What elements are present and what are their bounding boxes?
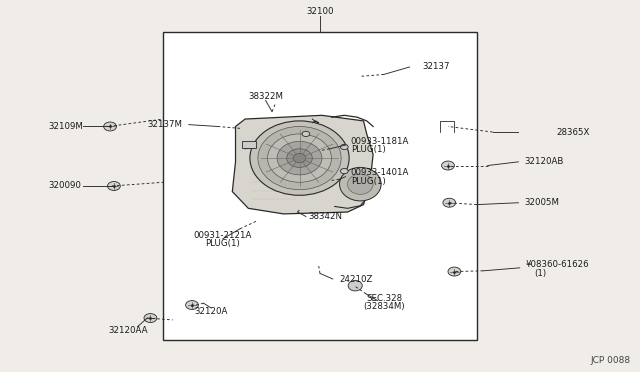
Text: PLUG(1): PLUG(1)	[351, 145, 385, 154]
Text: 32120AA: 32120AA	[108, 326, 148, 335]
Ellipse shape	[302, 131, 310, 137]
Ellipse shape	[250, 121, 349, 195]
Text: 00933-1401A: 00933-1401A	[351, 169, 409, 177]
Bar	[242, 141, 256, 148]
Text: 38322M: 38322M	[248, 92, 283, 101]
Text: 32005M: 32005M	[525, 198, 560, 207]
Ellipse shape	[340, 144, 348, 150]
Text: 320090: 320090	[48, 182, 81, 190]
Ellipse shape	[348, 280, 362, 291]
Text: JCP 0088: JCP 0088	[590, 356, 630, 365]
Text: PLUG(1): PLUG(1)	[205, 239, 240, 248]
Ellipse shape	[268, 134, 332, 182]
Bar	[163, 32, 477, 340]
Ellipse shape	[108, 182, 120, 190]
Text: 32100: 32100	[307, 7, 333, 16]
Text: 32109M: 32109M	[48, 122, 83, 131]
Text: 32137: 32137	[422, 62, 450, 71]
Text: 32120A: 32120A	[195, 307, 228, 316]
Ellipse shape	[339, 167, 381, 201]
Ellipse shape	[442, 161, 454, 170]
Text: 32120AB: 32120AB	[525, 157, 564, 166]
Text: (32834M): (32834M)	[363, 302, 405, 311]
Ellipse shape	[277, 141, 322, 175]
Polygon shape	[232, 115, 373, 214]
Text: 00933-1181A: 00933-1181A	[351, 137, 409, 146]
Ellipse shape	[340, 169, 348, 174]
Ellipse shape	[348, 174, 373, 194]
Text: 32137M: 32137M	[147, 120, 182, 129]
Text: PLUG(1): PLUG(1)	[351, 177, 385, 186]
Ellipse shape	[443, 198, 456, 207]
Text: SEC.328: SEC.328	[366, 294, 402, 303]
Ellipse shape	[258, 126, 341, 190]
Ellipse shape	[186, 301, 198, 310]
Text: 24210Z: 24210Z	[339, 275, 372, 283]
Ellipse shape	[287, 149, 312, 167]
Ellipse shape	[293, 153, 306, 163]
Ellipse shape	[448, 267, 461, 276]
Text: 38342N: 38342N	[308, 212, 342, 221]
Ellipse shape	[144, 314, 157, 323]
Ellipse shape	[104, 122, 116, 131]
Text: 00931-2121A: 00931-2121A	[193, 231, 252, 240]
Text: 28365X: 28365X	[557, 128, 590, 137]
Text: ¥08360-61626: ¥08360-61626	[526, 260, 589, 269]
Text: (1): (1)	[535, 269, 547, 278]
